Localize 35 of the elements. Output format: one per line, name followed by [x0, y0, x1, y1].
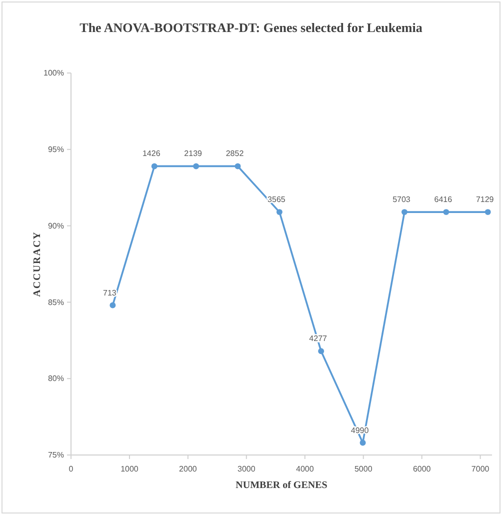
chart-title: The ANOVA-BOOTSTRAP-DT: Genes selected for Leukemia: [80, 20, 423, 35]
annotation: 3565: [268, 195, 286, 204]
y-tick-label: 95%: [48, 144, 64, 154]
annotation: 2139: [184, 149, 203, 158]
x-tick-label: 2000: [179, 464, 198, 474]
annotation: 1426: [142, 149, 161, 158]
x-tick-label: 3000: [238, 464, 256, 474]
x-tick-label: 4000: [296, 464, 314, 474]
point: [318, 348, 324, 354]
y-tick-label: 90%: [48, 221, 64, 230]
annotation: 713: [103, 288, 117, 298]
annotation: 2852: [226, 149, 244, 158]
annotation: 7129: [476, 195, 494, 204]
point: [276, 209, 282, 216]
point: [360, 440, 366, 446]
point: [110, 302, 116, 308]
x-axis-title: NUMBER of GENES: [236, 480, 328, 491]
point: [151, 163, 158, 170]
y-tick-label: 100%: [44, 68, 64, 78]
annotation: 5703: [392, 195, 411, 204]
point: [484, 209, 491, 216]
y-tick-label: 85%: [48, 298, 64, 307]
point: [193, 163, 200, 170]
y-axis-title: ACCURACY: [32, 231, 43, 297]
x-tick-label: 0: [68, 464, 74, 474]
x-tick-label: 6000: [412, 464, 432, 474]
annotation: 6416: [434, 195, 453, 204]
point: [443, 209, 450, 216]
y-tick-label: 75%: [48, 450, 64, 460]
point: [234, 163, 241, 170]
x-tick-label: 5000: [354, 464, 373, 474]
x-tick-label: 1000: [120, 464, 139, 474]
x-tick-label: 7000: [471, 464, 490, 474]
y-tick-label: 80%: [48, 374, 64, 384]
point: [401, 209, 408, 216]
